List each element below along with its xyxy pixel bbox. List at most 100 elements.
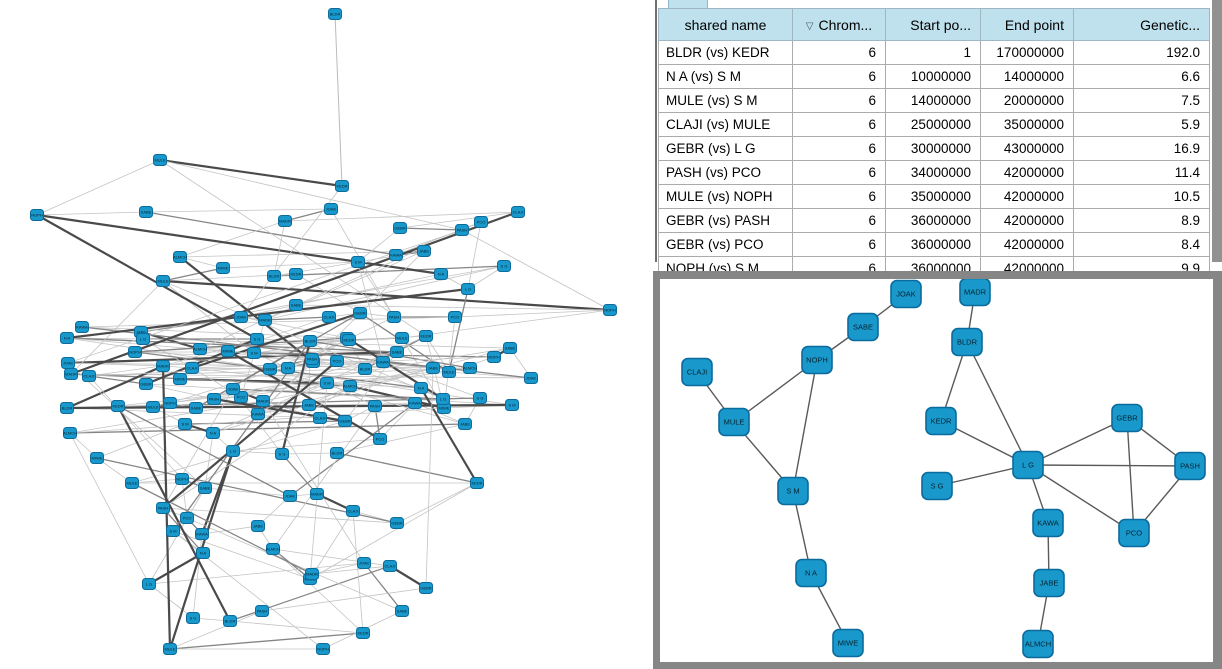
network-node-shape[interactable] bbox=[196, 547, 210, 559]
network-node[interactable]: GEBR bbox=[263, 363, 277, 375]
cell-value[interactable]: 192.0 bbox=[1073, 40, 1210, 65]
network-node-shape[interactable] bbox=[178, 418, 192, 430]
network-node[interactable]: GEBR bbox=[353, 307, 367, 319]
network-node[interactable]: N A bbox=[414, 382, 428, 394]
network-node[interactable]: L G bbox=[226, 445, 240, 457]
network-node[interactable]: N A bbox=[434, 268, 448, 280]
network-node-shape[interactable] bbox=[185, 362, 199, 374]
network-node-shape[interactable] bbox=[283, 490, 297, 502]
network-node-s-g[interactable]: S G bbox=[921, 471, 953, 501]
network-node-shape[interactable] bbox=[278, 215, 292, 227]
network-node-shape[interactable] bbox=[234, 311, 248, 323]
network-node[interactable]: MIWE bbox=[221, 345, 235, 357]
network-node[interactable]: N A bbox=[206, 427, 220, 439]
cell-value[interactable]: 42000000 bbox=[980, 184, 1074, 209]
column-header-shared-name[interactable]: shared name bbox=[658, 8, 793, 41]
network-node[interactable]: PASH bbox=[455, 224, 469, 236]
network-node-shape[interactable] bbox=[681, 357, 713, 387]
cell-value[interactable]: 10.5 bbox=[1073, 184, 1210, 209]
network-node-shape[interactable] bbox=[470, 477, 484, 489]
network-node-shape[interactable] bbox=[250, 333, 264, 345]
network-node-shape[interactable] bbox=[221, 345, 235, 357]
network-node-shape[interactable] bbox=[193, 343, 207, 355]
network-node[interactable]: PCO bbox=[448, 311, 462, 323]
cell-value[interactable]: 20000000 bbox=[980, 88, 1074, 113]
sort-filter-icon[interactable]: ▽ bbox=[805, 20, 814, 32]
network-node-noph[interactable]: NOPH bbox=[801, 345, 833, 375]
cell-value[interactable]: 30000000 bbox=[885, 136, 981, 161]
network-node-claji[interactable]: CLAJI bbox=[681, 357, 713, 387]
network-node[interactable]: NOPH bbox=[30, 209, 44, 221]
network-node-shape[interactable] bbox=[408, 397, 422, 409]
network-node-shape[interactable] bbox=[302, 399, 316, 411]
network-node[interactable]: SABE bbox=[198, 482, 212, 494]
table-header-row[interactable]: shared name ▽ Chrom... Start po... End point… bbox=[658, 8, 1210, 41]
network-node-s-m[interactable]: S M bbox=[777, 476, 809, 506]
cell-shared-name[interactable]: MULE (vs) S M bbox=[658, 88, 793, 113]
network-node[interactable]: KEDR bbox=[111, 400, 125, 412]
network-node-shape[interactable] bbox=[376, 356, 390, 368]
network-node-shape[interactable] bbox=[267, 270, 281, 282]
column-header-start-po-[interactable]: Start po... bbox=[885, 8, 981, 41]
network-node[interactable]: CLAJI bbox=[185, 362, 199, 374]
network-node[interactable]: BLDR bbox=[328, 8, 342, 20]
network-node[interactable]: CLAJI bbox=[313, 412, 327, 424]
cell-value[interactable]: 42000000 bbox=[980, 208, 1074, 233]
network-node[interactable]: MADR bbox=[278, 215, 292, 227]
network-node[interactable]: S M bbox=[505, 399, 519, 411]
network-node[interactable]: KEDR bbox=[470, 477, 484, 489]
network-node-shape[interactable] bbox=[395, 605, 409, 617]
network-node[interactable]: MULE bbox=[153, 154, 167, 166]
network-node-shape[interactable] bbox=[795, 558, 827, 588]
network-node-shape[interactable] bbox=[61, 357, 75, 369]
network-node-shape[interactable] bbox=[305, 568, 319, 580]
cell-shared-name[interactable]: MULE (vs) NOPH bbox=[658, 184, 793, 209]
network-node-shape[interactable] bbox=[330, 447, 344, 459]
network-node-shape[interactable] bbox=[436, 393, 450, 405]
network-node-shape[interactable] bbox=[156, 502, 170, 514]
network-node[interactable]: N A bbox=[196, 547, 210, 559]
network-node[interactable]: MADR bbox=[258, 314, 272, 326]
network-node-shape[interactable] bbox=[139, 378, 153, 390]
network-node[interactable]: KAWA bbox=[389, 249, 403, 261]
network-node-shape[interactable] bbox=[419, 582, 433, 594]
network-node[interactable]: ALMCH bbox=[193, 343, 207, 355]
network-node-shape[interactable] bbox=[342, 334, 356, 346]
network-node-shape[interactable] bbox=[343, 380, 357, 392]
network-node-shape[interactable] bbox=[921, 471, 953, 501]
network-node-shape[interactable] bbox=[455, 224, 469, 236]
network-node[interactable]: KEDR bbox=[356, 627, 370, 639]
network-node[interactable]: JABE bbox=[458, 418, 472, 430]
network-node-shape[interactable] bbox=[419, 330, 433, 342]
network-node-shape[interactable] bbox=[847, 312, 879, 342]
network-node-shape[interactable] bbox=[393, 222, 407, 234]
network-node-shape[interactable] bbox=[310, 488, 324, 500]
network-node[interactable]: NOPH bbox=[603, 304, 617, 316]
network-node-shape[interactable] bbox=[387, 311, 401, 323]
network-node-shape[interactable] bbox=[448, 311, 462, 323]
network-node[interactable]: SABE bbox=[503, 342, 517, 354]
network-node-shape[interactable] bbox=[777, 476, 809, 506]
network-node[interactable]: KAWA bbox=[251, 408, 265, 420]
network-node[interactable]: PCO bbox=[180, 512, 194, 524]
network-node-almch[interactable]: ALMCH bbox=[1022, 629, 1054, 659]
network-node[interactable]: MADR bbox=[305, 568, 319, 580]
network-node-shape[interactable] bbox=[163, 397, 177, 409]
network-node-shape[interactable] bbox=[30, 209, 44, 221]
network-node-pash[interactable]: PASH bbox=[1174, 451, 1206, 481]
network-node-shape[interactable] bbox=[1111, 403, 1143, 433]
network-node[interactable]: ALMCH bbox=[63, 427, 77, 439]
network-node-shape[interactable] bbox=[358, 363, 372, 375]
network-node-shape[interactable] bbox=[60, 332, 74, 344]
network-node-kedr[interactable]: KEDR bbox=[925, 406, 957, 436]
network-node[interactable]: MULE bbox=[146, 401, 160, 413]
network-node[interactable]: NOPH bbox=[175, 473, 189, 485]
network-node[interactable]: JABE bbox=[251, 520, 265, 532]
network-node-shape[interactable] bbox=[316, 643, 330, 655]
network-node[interactable]: GEBR bbox=[393, 222, 407, 234]
table-row[interactable]: GEBR (vs) L G 6 30000000 43000000 16.9 bbox=[658, 136, 1210, 161]
network-node-shape[interactable] bbox=[511, 206, 525, 218]
network-node[interactable]: MADR bbox=[64, 368, 78, 380]
cell-shared-name[interactable]: GEBR (vs) PASH bbox=[658, 208, 793, 233]
network-node[interactable]: KAWA bbox=[408, 397, 422, 409]
